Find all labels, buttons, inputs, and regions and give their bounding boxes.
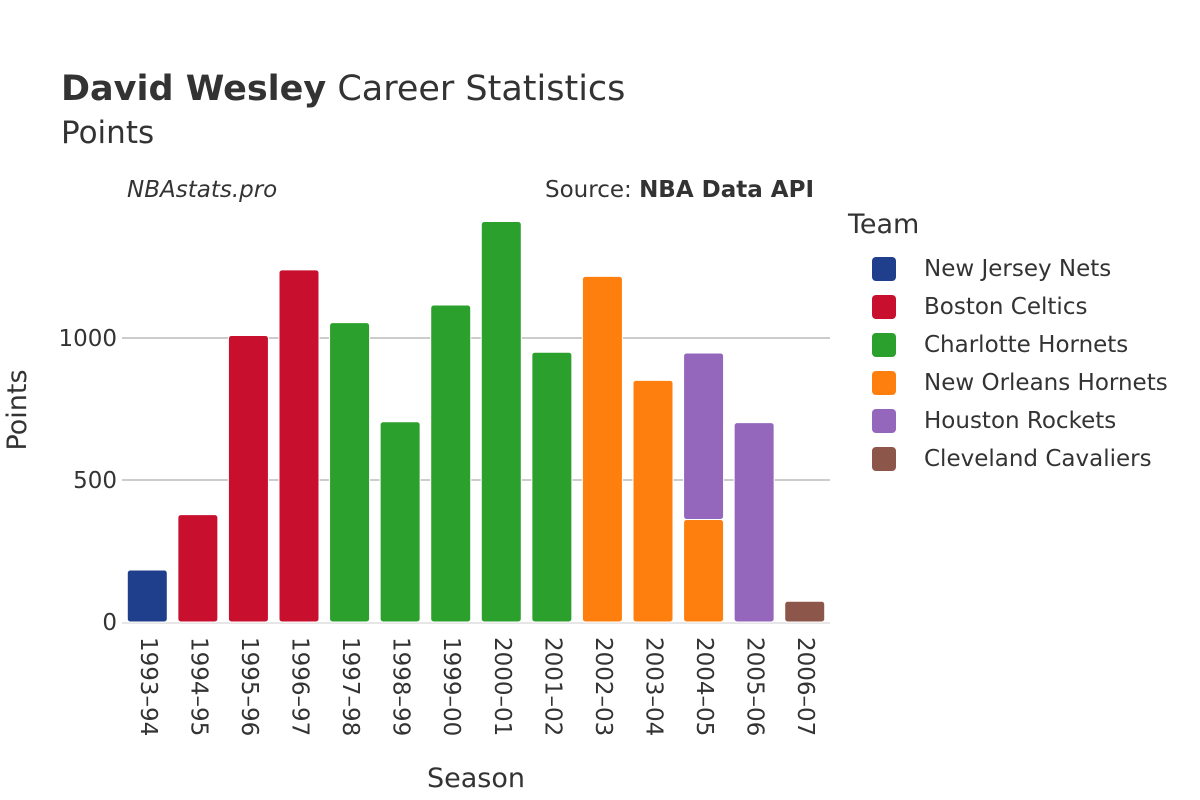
bar-segment xyxy=(126,569,168,623)
bar-segment xyxy=(581,275,623,623)
legend-swatch xyxy=(872,295,896,319)
legend-swatch xyxy=(872,409,896,433)
legend-item[interactable]: Boston Celtics xyxy=(872,288,1168,326)
bar-segment xyxy=(683,518,725,623)
bar-segment xyxy=(733,422,775,623)
bar-segment xyxy=(379,421,421,623)
bar-segment xyxy=(227,334,269,623)
bar-segment xyxy=(177,514,219,623)
legend-item[interactable]: Houston Rockets xyxy=(872,402,1168,440)
legend-label: Cleveland Cavaliers xyxy=(924,446,1152,472)
x-tick-label: 1998–99 xyxy=(388,637,414,736)
chart-title-player: David Wesley xyxy=(61,69,327,109)
x-tick-label: 2003–04 xyxy=(641,637,667,736)
x-tick-label: 2004–05 xyxy=(691,637,717,736)
site-credit: NBAstats.pro xyxy=(127,177,278,203)
bar-segment xyxy=(480,221,522,623)
legend-swatch xyxy=(872,333,896,357)
y-axis-title: Points xyxy=(2,369,33,450)
y-tick-label: 1000 xyxy=(58,326,117,352)
bar-segment xyxy=(278,269,320,623)
legend-title: Team xyxy=(848,209,920,240)
bar-segment xyxy=(329,322,371,623)
legend-label: Houston Rockets xyxy=(924,408,1117,434)
bar-segment xyxy=(632,379,674,623)
source-name: NBA Data API xyxy=(639,177,814,203)
legend-label: Charlotte Hornets xyxy=(924,332,1129,358)
x-tick-label: 1994–95 xyxy=(185,637,211,736)
y-tick-label: 500 xyxy=(73,468,117,494)
source-prefix: Source: xyxy=(545,177,640,203)
legend-item[interactable]: New Jersey Nets xyxy=(872,250,1168,288)
x-tick-label: 1993–94 xyxy=(135,637,161,736)
x-axis-title: Season xyxy=(427,763,525,794)
x-tick-label: 2002–03 xyxy=(590,637,616,736)
legend-swatch xyxy=(872,447,896,471)
x-tick-label: 1999–00 xyxy=(438,637,464,736)
bar-segment xyxy=(531,351,573,623)
legend-label: New Orleans Hornets xyxy=(924,370,1168,396)
source-credit: Source: NBA Data API xyxy=(545,177,814,203)
x-tick-label: 2006–07 xyxy=(792,637,818,736)
x-tick-label: 1996–97 xyxy=(287,637,313,736)
legend-item[interactable]: New Orleans Hornets xyxy=(872,364,1168,402)
legend-label: New Jersey Nets xyxy=(924,256,1112,282)
bar-segment xyxy=(683,352,725,520)
chart-subtitle: Points xyxy=(61,115,155,151)
legend: New Jersey Nets Boston Celtics Charlotte H… xyxy=(872,250,1168,478)
legend-item[interactable]: Cleveland Cavaliers xyxy=(872,440,1168,478)
legend-swatch xyxy=(872,257,896,281)
chart-title: David Wesley Career Statistics xyxy=(61,68,625,110)
legend-item[interactable]: Charlotte Hornets xyxy=(872,326,1168,364)
x-tick-label: 2001–02 xyxy=(539,637,565,736)
x-tick-label: 2000–01 xyxy=(489,637,515,736)
bar-segment xyxy=(784,600,826,623)
legend-label: Boston Celtics xyxy=(924,294,1088,320)
x-tick-label: 1997–98 xyxy=(337,637,363,736)
x-tick-label: 2005–06 xyxy=(742,637,768,736)
y-tick-label: 0 xyxy=(102,610,117,636)
x-tick-label: 1995–96 xyxy=(236,637,262,736)
chart-title-rest: Career Statistics xyxy=(326,69,626,109)
bar-segment xyxy=(430,304,472,623)
legend-swatch xyxy=(872,371,896,395)
